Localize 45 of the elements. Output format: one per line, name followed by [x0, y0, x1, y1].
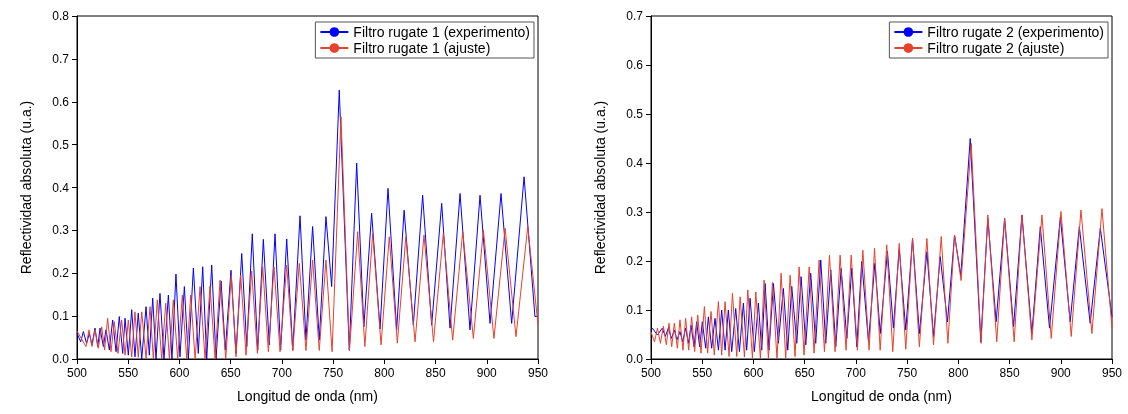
- x-tick-label: 750: [323, 366, 344, 380]
- y-tick-label: 0.5: [52, 137, 70, 152]
- y-tick-label: 0.1: [626, 303, 644, 317]
- legend-label: Filtro rugate 2 (ajuste): [927, 40, 1065, 56]
- x-axis-title: Longitud de onda (nm): [811, 388, 952, 404]
- y-tick-label: 0.8: [52, 9, 70, 23]
- y-tick-label: 0.6: [52, 94, 70, 109]
- x-tick-label: 800: [948, 366, 969, 380]
- y-tick-label: 0.6: [626, 58, 644, 72]
- legend-label: Filtro rugate 1 (experimento): [353, 24, 531, 40]
- y-tick-label: 0.7: [52, 51, 70, 66]
- y-tick-label: 0.3: [626, 205, 644, 219]
- x-tick-label: 900: [1050, 366, 1072, 380]
- y-axis-title: Reflectividad absoluta (u.a.): [592, 100, 608, 275]
- x-tick-label: 950: [527, 366, 549, 380]
- y-tick-label: 0.2: [52, 266, 70, 281]
- x-tick-label: 700: [271, 366, 293, 380]
- legend-label: Filtro rugate 2 (experimento): [927, 24, 1105, 40]
- x-tick-label: 850: [425, 366, 446, 380]
- y-tick-label: 0.1: [52, 309, 70, 324]
- x-tick-label: 750: [897, 366, 918, 380]
- y-tick-label: 0.4: [626, 156, 644, 170]
- y-tick-label: 0.3: [52, 223, 70, 238]
- y-tick-label: 0.4: [52, 180, 70, 195]
- x-tick-label: 600: [743, 366, 764, 380]
- y-tick-label: 0.0: [52, 352, 70, 366]
- x-tick-label: 500: [640, 366, 662, 380]
- y-tick-label: 0.2: [626, 254, 644, 268]
- y-tick-label: 0.7: [626, 9, 644, 23]
- x-tick-label: 550: [118, 366, 139, 380]
- x-tick-label: 550: [692, 366, 713, 380]
- x-tick-label: 850: [999, 366, 1020, 380]
- x-tick-label: 900: [476, 366, 498, 380]
- x-tick-label: 700: [845, 366, 867, 380]
- x-tick-label: 800: [374, 366, 395, 380]
- x-tick-label: 950: [1101, 366, 1123, 380]
- x-tick-label: 650: [794, 366, 815, 380]
- x-tick-label: 500: [66, 366, 88, 380]
- legend-label: Filtro rugate 1 (ajuste): [353, 40, 491, 56]
- x-tick-label: 600: [169, 366, 190, 380]
- y-axis-title: Reflectividad absoluta (u.a.): [18, 100, 34, 275]
- x-tick-label: 650: [220, 366, 241, 380]
- y-tick-label: 0.0: [626, 352, 644, 366]
- y-tick-label: 0.5: [626, 107, 644, 121]
- x-axis-title: Longitud de onda (nm): [237, 388, 378, 404]
